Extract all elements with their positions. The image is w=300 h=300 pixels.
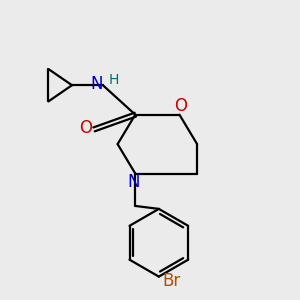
- Text: Br: Br: [162, 272, 180, 290]
- Text: H: H: [109, 73, 119, 87]
- Text: O: O: [174, 98, 188, 116]
- Text: N: N: [128, 173, 140, 191]
- Text: O: O: [79, 119, 92, 137]
- Text: N: N: [90, 75, 103, 93]
